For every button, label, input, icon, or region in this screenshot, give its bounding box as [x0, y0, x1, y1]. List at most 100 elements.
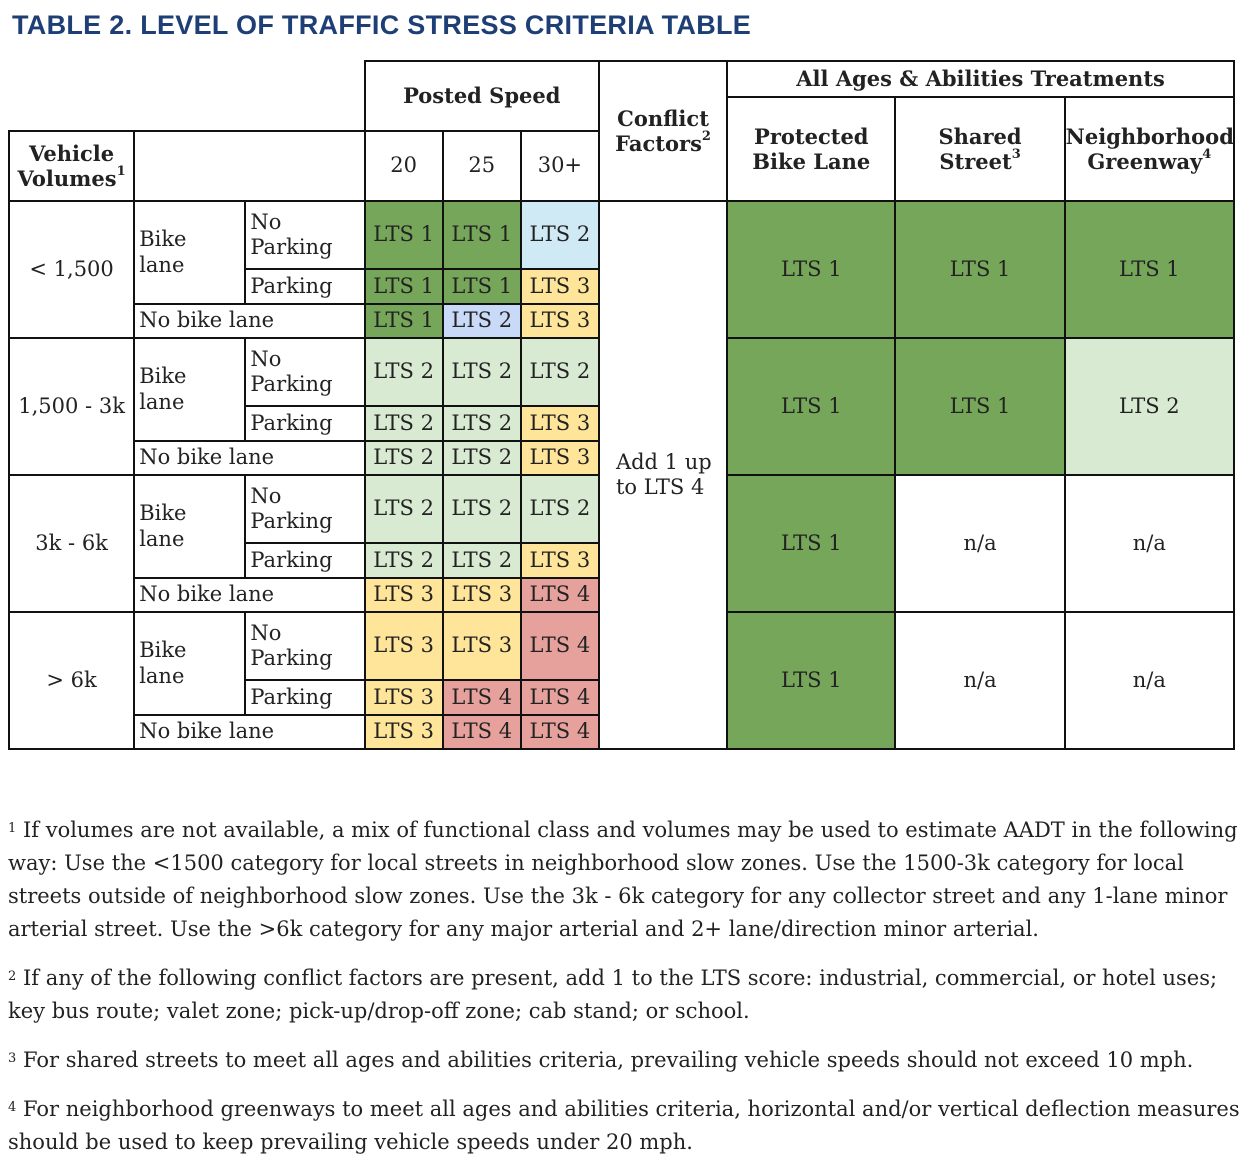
bike-label-line2: lane [139, 252, 185, 277]
table-row: Parking LTS 1 LTS 1 LTS 3 [9, 268, 1234, 305]
bike-lane-label: Bike lane [133, 611, 247, 716]
footnote-1: 1 If volumes are not available, a mix of… [8, 814, 1248, 946]
conflict-factors-cell: Add 1 up to LTS 4 [597, 200, 729, 750]
lts-score-cell: LTS 3 [363, 679, 444, 716]
no-bike-lane-label: No bike lane [133, 303, 366, 339]
bike-label-line1: Bike [139, 638, 187, 663]
footnote-2-marker: 2 [701, 129, 711, 144]
vehicle-volumes-header: Vehicle Volumes1 [7, 130, 136, 202]
shared-header-line2: Street [939, 149, 1012, 174]
no-parking-line2: Parking [250, 646, 333, 670]
speed-25-header: 25 [441, 130, 522, 202]
no-parking-line2: Parking [250, 372, 333, 396]
lts-score-cell: LTS 3 [519, 542, 600, 579]
speed-30plus-header: 30+ [519, 130, 600, 202]
facility-header-blank [133, 130, 366, 202]
no-parking-label: No Parking [244, 200, 366, 270]
footnote-1-text: If volumes are not available, a mix of f… [8, 818, 1238, 941]
lts-score-cell: LTS 1 [363, 268, 444, 305]
lts-score-cell: LTS 3 [519, 303, 600, 339]
footnote-2-number: 2 [8, 969, 17, 984]
lts-score-cell: LTS 2 [441, 303, 522, 339]
vehicle-header-line2: Volumes [17, 166, 117, 191]
conflict-value-line2: to LTS 4 [615, 475, 705, 499]
lts-score-cell: LTS 1 [363, 200, 444, 270]
speed-20-header: 20 [363, 130, 444, 202]
neighborhood-greenway-header: Neighborhood Greenway4 [1063, 96, 1236, 202]
conflict-value-line1: Add 1 up [615, 449, 712, 474]
footnote-3-number: 3 [8, 1051, 17, 1066]
lts-score-cell: LTS 4 [441, 714, 522, 750]
table-row: Parking LTS 2 LTS 2 LTS 3 [9, 405, 1234, 442]
table-row: Parking LTS 3 LTS 4 LTS 4 [9, 679, 1234, 716]
no-parking-line2: Parking [250, 235, 333, 259]
no-bike-lane-label: No bike lane [133, 577, 366, 613]
footnote-3-marker: 3 [1011, 147, 1021, 162]
lts-score-cell: LTS 2 [363, 405, 444, 442]
lts-score-cell: LTS 2 [363, 440, 444, 476]
bike-label-line1: Bike [139, 227, 187, 252]
table-row: 1,500 - 3k Bike lane No Parking LTS 2 LTS 2 LTS… [7, 337, 1236, 476]
bike-label-line1: Bike [139, 501, 187, 526]
lts-score-cell: LTS 3 [363, 577, 444, 613]
shared-street-header: Shared Street3 [894, 96, 1066, 202]
blank-corner [9, 61, 365, 131]
table-row: Parking LTS 2 LTS 2 LTS 3 [9, 542, 1234, 579]
table-row: No bike lane LTS 3 LTS 3 LTS 4 [9, 577, 1234, 613]
no-parking-line1: No [250, 346, 282, 371]
no-parking-line2: Parking [250, 509, 333, 533]
lts-score-cell: LTS 2 [363, 337, 444, 407]
footnote-4: 4 For neighborhood greenways to meet all… [8, 1093, 1248, 1159]
footnote-4-text: For neighborhood greenways to meet all a… [8, 1097, 1240, 1154]
lts-score-cell: LTS 2 [441, 337, 522, 407]
bike-label-line1: Bike [139, 364, 187, 389]
bike-label-line2: lane [139, 663, 185, 688]
table-row: No bike lane LTS 1 LTS 2 LTS 3 [9, 303, 1234, 339]
bike-lane-label: Bike lane [133, 337, 247, 442]
lts-score-cell: LTS 3 [441, 611, 522, 681]
lts-score-cell: LTS 3 [363, 611, 444, 681]
protected-bike-lane-header: Protected Bike Lane [726, 96, 897, 202]
lts-score-cell: LTS 3 [519, 440, 600, 476]
footnote-2-text: If any of the following conflict factors… [8, 966, 1218, 1023]
shared-street-cell: n/a [894, 611, 1066, 750]
no-bike-lane-label: No bike lane [133, 714, 366, 750]
vehicle-volume-cell: > 6k [7, 611, 136, 750]
greenway-header-line2: Greenway [1087, 149, 1203, 174]
vehicle-header-line1: Vehicle [29, 140, 115, 166]
vehicle-volume-cell: 3k - 6k [7, 474, 136, 613]
lts-score-cell: LTS 2 [441, 405, 522, 442]
neighborhood-greenway-cell: n/a [1063, 611, 1236, 750]
vehicle-volume-cell: 1,500 - 3k [7, 337, 136, 476]
parking-label: Parking [244, 268, 366, 305]
bike-lane-label: Bike lane [133, 474, 247, 579]
footnote-4-number: 4 [8, 1100, 17, 1115]
greenway-header-line1: Neighborhood [1065, 123, 1234, 149]
table-row: No bike lane LTS 2 LTS 2 LTS 3 [9, 440, 1234, 476]
shared-street-cell: n/a [894, 474, 1066, 613]
parking-label: Parking [244, 679, 366, 716]
vehicle-volume-cell: < 1,500 [7, 200, 136, 339]
lts-score-cell: LTS 2 [441, 440, 522, 476]
protected-bike-lane-cell: LTS 1 [726, 200, 897, 339]
lts-score-cell: LTS 4 [519, 611, 600, 681]
footnote-4-marker: 4 [1202, 147, 1212, 162]
table-row: No bike lane LTS 3 LTS 4 LTS 4 [9, 714, 1234, 750]
lts-score-cell: LTS 2 [441, 474, 522, 544]
lts-score-cell: LTS 4 [519, 577, 600, 613]
table-title: TABLE 2. LEVEL OF TRAFFIC STRESS CRITERI… [12, 10, 752, 40]
neighborhood-greenway-cell: LTS 2 [1063, 337, 1236, 476]
no-parking-label: No Parking [244, 474, 366, 544]
no-parking-label: No Parking [244, 337, 366, 407]
footnote-3-text: For shared streets to meet all ages and … [22, 1048, 1194, 1072]
footnote-1-number: 1 [8, 821, 17, 836]
protected-bike-lane-cell: LTS 1 [726, 611, 897, 750]
lts-score-cell: LTS 3 [363, 714, 444, 750]
lts-score-cell: LTS 1 [441, 268, 522, 305]
footnote-2: 2 If any of the following conflict facto… [8, 962, 1248, 1028]
lts-score-cell: LTS 3 [441, 577, 522, 613]
lts-score-cell: LTS 2 [363, 542, 444, 579]
lts-score-cell: LTS 2 [441, 542, 522, 579]
conflict-header-line2: Factors [615, 131, 702, 156]
